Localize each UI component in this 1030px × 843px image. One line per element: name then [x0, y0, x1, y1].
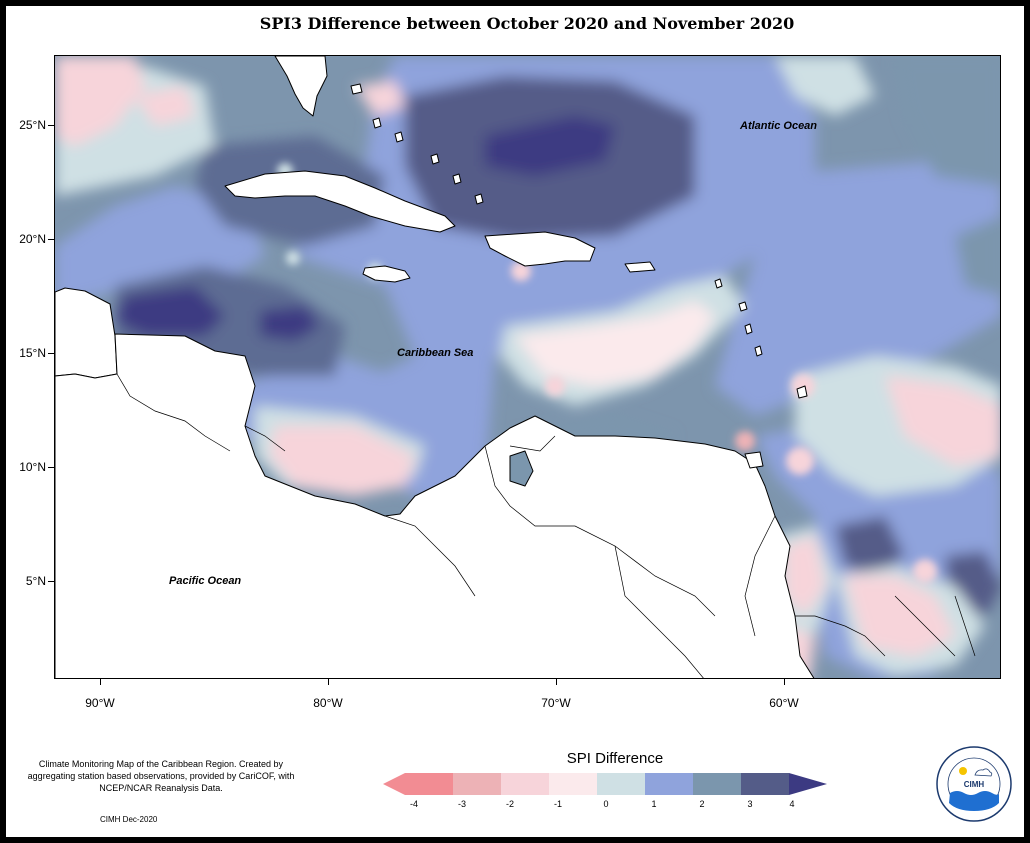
map-credit: CIMH Dec-2020 [100, 815, 158, 824]
lon-tick [784, 679, 785, 685]
legend-tick: -1 [553, 799, 563, 809]
legend-tick: -2 [505, 799, 515, 809]
antilles-island [738, 301, 748, 312]
colorbar-segment [405, 773, 453, 795]
atlantic-ocean-label: Atlantic Ocean [740, 120, 818, 132]
lat-label-5n: 5°N [25, 574, 46, 588]
lon-tick [556, 679, 557, 685]
florida-land [274, 56, 328, 117]
legend-tick: 0 [603, 799, 609, 809]
pacific-ocean-label: Pacific Ocean [169, 575, 242, 587]
sun-icon [959, 767, 967, 775]
colorbar-segment [693, 773, 741, 795]
lat-label-25n: 25°N [19, 118, 46, 132]
lat-label-20n: 20°N [19, 232, 46, 246]
lon-label-80w: 80°W [313, 696, 343, 710]
legend-tick: 1 [651, 799, 657, 809]
bahamas-island [394, 131, 404, 143]
lon-label-90w: 90°W [85, 696, 115, 710]
country-borders [116, 373, 976, 678]
map-caption: Climate Monitoring Map of the Caribbean … [27, 759, 295, 793]
colorbar-segment [453, 773, 501, 795]
puerto-rico-land [624, 261, 656, 273]
lat-tick [48, 467, 54, 468]
bahamas-island [430, 153, 440, 165]
lat-label-15n: 15°N [19, 346, 46, 360]
colorbar-legend [383, 773, 827, 795]
colorbar-segment [597, 773, 645, 795]
lat-tick [48, 125, 54, 126]
waves-icon [949, 791, 999, 811]
hispaniola-land [484, 231, 596, 267]
cuba-land [224, 170, 456, 233]
bahamas-island [452, 173, 462, 185]
legend-tick: -3 [457, 799, 467, 809]
lat-tick [48, 581, 54, 582]
colorbar-segment [645, 773, 693, 795]
spi-map-graphic [55, 56, 1000, 678]
logo-text: CIMH [964, 780, 985, 789]
legend-tick: 3 [747, 799, 753, 809]
colorbar-arrow-low [383, 773, 405, 795]
lon-label-60w: 60°W [769, 696, 799, 710]
legend-tick: -4 [409, 799, 419, 809]
bahamas-island [474, 193, 484, 205]
legend-title: SPI Difference [566, 750, 664, 767]
lon-tick [100, 679, 101, 685]
lat-tick [48, 353, 54, 354]
lat-label-10n: 10°N [19, 460, 46, 474]
legend-tick: 4 [789, 799, 795, 809]
trinidad-land [744, 451, 764, 469]
lat-tick [48, 239, 54, 240]
cimh-logo: CIMH [936, 746, 1012, 822]
bahamas-island [350, 83, 363, 95]
legend-tick: 2 [699, 799, 705, 809]
antilles-island [754, 345, 763, 357]
map-panel [54, 55, 1001, 679]
map-title: SPI3 Difference between October 2020 and… [259, 14, 795, 33]
cloud-icon [974, 768, 993, 777]
colorbar-arrow-high [789, 773, 827, 795]
antilles-island [744, 323, 753, 335]
caribbean-sea-label: Caribbean Sea [397, 347, 474, 359]
lake-maracaibo [509, 450, 534, 487]
lon-label-70w: 70°W [541, 696, 571, 710]
jamaica-land [362, 265, 411, 283]
colorbar-segment [741, 773, 789, 795]
colorbar-segment [549, 773, 597, 795]
antilles-island [714, 278, 723, 289]
bahamas-island [372, 117, 382, 129]
barbados-land [796, 385, 808, 399]
lon-tick [328, 679, 329, 685]
colorbar-segment [501, 773, 549, 795]
